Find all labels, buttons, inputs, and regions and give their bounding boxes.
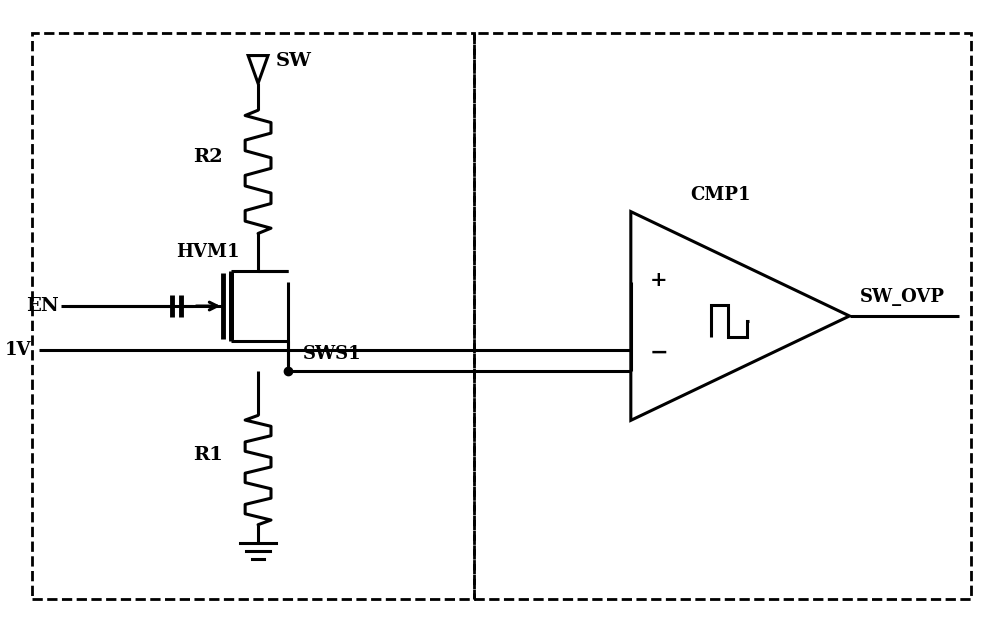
Text: 1V: 1V bbox=[5, 341, 31, 359]
Text: +: + bbox=[650, 270, 667, 290]
Text: SWS1: SWS1 bbox=[303, 345, 361, 362]
Bar bbox=[474, 33, 971, 599]
Text: R2: R2 bbox=[194, 148, 223, 166]
Text: EN: EN bbox=[27, 297, 59, 315]
Text: SW: SW bbox=[276, 51, 312, 69]
Text: CMP1: CMP1 bbox=[690, 186, 751, 203]
Text: HVM1: HVM1 bbox=[177, 244, 240, 261]
Text: −: − bbox=[649, 341, 668, 364]
Text: SW_OVP: SW_OVP bbox=[859, 288, 944, 306]
Bar bbox=[32, 33, 474, 599]
Text: R1: R1 bbox=[193, 446, 223, 464]
